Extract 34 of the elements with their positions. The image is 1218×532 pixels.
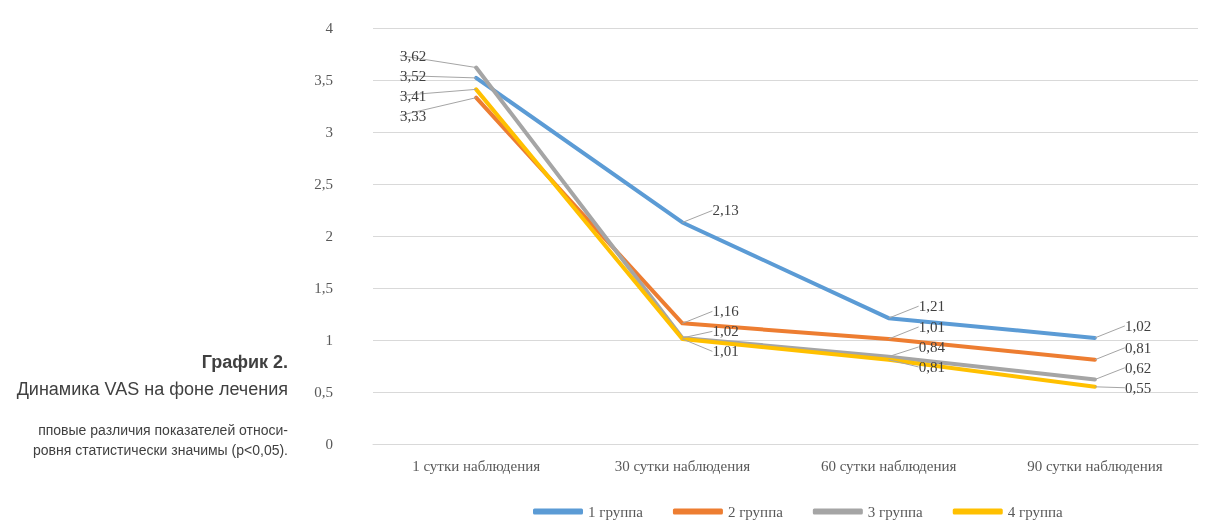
x-tick-label: 1 сутки наблюдения bbox=[412, 457, 541, 474]
data-label: 0,62 bbox=[1124, 359, 1152, 376]
data-label: 1,02 bbox=[712, 323, 739, 340]
data-label: 3,62 bbox=[399, 47, 427, 64]
data-label: 3,52 bbox=[399, 67, 427, 84]
data-label: 3,41 bbox=[399, 87, 427, 104]
y-tick-label: 4 bbox=[325, 20, 334, 36]
y-tick-label: 1,5 bbox=[314, 280, 333, 296]
x-tick-label: 30 сутки наблюдения bbox=[614, 457, 751, 474]
data-label: 2,13 bbox=[712, 202, 739, 219]
y-tick-label: 2,5 bbox=[314, 176, 333, 192]
data-label: 0,55 bbox=[1124, 379, 1152, 396]
legend-label: 2 группа bbox=[727, 503, 784, 520]
data-label: 1,01 bbox=[712, 343, 739, 360]
data-label: 1,02 bbox=[1124, 317, 1152, 334]
legend-label: 1 группа bbox=[588, 503, 644, 520]
x-tick-label: 90 сутки наблюдения bbox=[1027, 457, 1163, 474]
legend-label: 4 группа bbox=[1007, 503, 1064, 520]
data-label: 1,21 bbox=[918, 298, 945, 315]
data-label: 1,16 bbox=[712, 303, 740, 320]
y-tick-label: 0 bbox=[325, 436, 333, 452]
data-label: 0,81 bbox=[1124, 339, 1152, 356]
y-tick-label: 3,5 bbox=[314, 72, 333, 88]
y-tick-label: 3 bbox=[325, 124, 333, 140]
y-tick-label: 1 bbox=[325, 332, 333, 348]
text: пповые различия показателей относи- bbox=[38, 422, 289, 438]
y-tick-label: 2 bbox=[325, 228, 333, 244]
text: Динамика VAS на фоне лечения bbox=[16, 379, 289, 399]
x-tick-label: 60 сутки наблюдения bbox=[820, 457, 957, 474]
data-label: 3,33 bbox=[399, 107, 427, 124]
legend-label: 3 группа bbox=[867, 503, 924, 520]
text: ровня статистически значимы (p<0,05). bbox=[32, 442, 289, 458]
text: График 2. bbox=[201, 352, 289, 372]
y-tick-label: 0,5 bbox=[314, 384, 333, 400]
